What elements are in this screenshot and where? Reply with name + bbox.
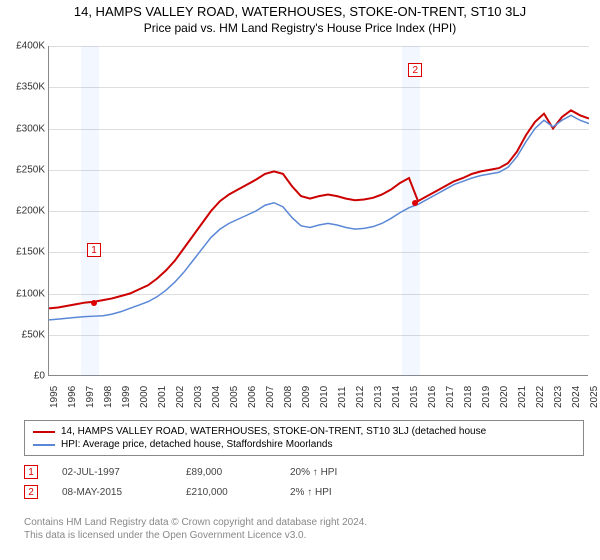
- x-tick-label: 2012: [355, 376, 366, 408]
- legend: 14, HAMPS VALLEY ROAD, WATERHOUSES, STOK…: [24, 420, 584, 456]
- x-tick-label: 1999: [121, 376, 132, 408]
- marker-badge: 1: [87, 243, 101, 257]
- y-tick-label: £300K: [1, 123, 45, 134]
- x-tick-label: 1996: [67, 376, 78, 408]
- x-tick-label: 2005: [229, 376, 240, 408]
- license-line: This data is licensed under the Open Gov…: [24, 529, 584, 542]
- transaction-table: 1 02-JUL-1997 £89,000 20% ↑ HPI 2 08-MAY…: [24, 462, 584, 502]
- x-tick-label: 2022: [535, 376, 546, 408]
- x-tick-label: 2024: [571, 376, 582, 408]
- legend-label: 14, HAMPS VALLEY ROAD, WATERHOUSES, STOK…: [61, 426, 486, 437]
- chart: £0£50K£100K£150K£200K£250K£300K£350K£400…: [48, 46, 588, 408]
- x-tick-label: 2017: [445, 376, 456, 408]
- x-tick-label: 2020: [499, 376, 510, 408]
- legend-label: HPI: Average price, detached house, Staf…: [61, 439, 332, 450]
- series-line: [49, 115, 589, 320]
- y-tick-label: £50K: [1, 329, 45, 340]
- y-tick-label: £250K: [1, 164, 45, 175]
- x-tick-label: 2013: [373, 376, 384, 408]
- transaction-dot: [412, 200, 418, 206]
- x-tick-label: 2011: [337, 376, 348, 408]
- y-tick-label: £350K: [1, 82, 45, 93]
- x-tick-label: 2023: [553, 376, 564, 408]
- transaction-date: 08-MAY-2015: [62, 487, 162, 498]
- license-line: Contains HM Land Registry data © Crown c…: [24, 516, 584, 529]
- transaction-dot: [91, 300, 97, 306]
- x-tick-label: 1998: [103, 376, 114, 408]
- marker-badge: 1: [24, 465, 38, 479]
- x-tick-label: 2002: [175, 376, 186, 408]
- legend-swatch: [33, 444, 55, 446]
- x-tick-label: 2025: [589, 376, 600, 408]
- x-tick-label: 1997: [85, 376, 96, 408]
- x-tick-label: 2001: [157, 376, 168, 408]
- y-tick-label: £400K: [1, 41, 45, 52]
- transaction-hpi: 2% ↑ HPI: [290, 487, 370, 498]
- transaction-hpi: 20% ↑ HPI: [290, 467, 370, 478]
- x-tick-label: 2021: [517, 376, 528, 408]
- y-tick-label: £200K: [1, 206, 45, 217]
- legend-swatch: [33, 431, 55, 433]
- line-series: [49, 46, 589, 376]
- x-tick-label: 2003: [193, 376, 204, 408]
- plot-area: £0£50K£100K£150K£200K£250K£300K£350K£400…: [48, 46, 588, 376]
- transaction-price: £89,000: [186, 467, 266, 478]
- marker-badge: 2: [408, 63, 422, 77]
- x-tick-label: 2018: [463, 376, 474, 408]
- x-tick-label: 2015: [409, 376, 420, 408]
- x-tick-label: 2009: [301, 376, 312, 408]
- x-tick-label: 2014: [391, 376, 402, 408]
- x-tick-label: 2006: [247, 376, 258, 408]
- x-tick-label: 2016: [427, 376, 438, 408]
- x-tick-label: 2007: [265, 376, 276, 408]
- x-tick-label: 2019: [481, 376, 492, 408]
- series-line: [49, 110, 589, 308]
- y-tick-label: £100K: [1, 288, 45, 299]
- chart-subtitle: Price paid vs. HM Land Registry's House …: [0, 21, 600, 35]
- x-tick-label: 2004: [211, 376, 222, 408]
- table-row: 1 02-JUL-1997 £89,000 20% ↑ HPI: [24, 462, 584, 482]
- y-tick-label: £150K: [1, 247, 45, 258]
- x-tick-label: 2010: [319, 376, 330, 408]
- table-row: 2 08-MAY-2015 £210,000 2% ↑ HPI: [24, 482, 584, 502]
- transaction-price: £210,000: [186, 487, 266, 498]
- license-text: Contains HM Land Registry data © Crown c…: [24, 516, 584, 542]
- legend-item: HPI: Average price, detached house, Staf…: [33, 438, 575, 451]
- transaction-date: 02-JUL-1997: [62, 467, 162, 478]
- y-tick-label: £0: [1, 371, 45, 382]
- x-tick-label: 2008: [283, 376, 294, 408]
- chart-title: 14, HAMPS VALLEY ROAD, WATERHOUSES, STOK…: [0, 4, 600, 19]
- marker-badge: 2: [24, 485, 38, 499]
- legend-item: 14, HAMPS VALLEY ROAD, WATERHOUSES, STOK…: [33, 425, 575, 438]
- x-tick-label: 1995: [49, 376, 60, 408]
- x-tick-label: 2000: [139, 376, 150, 408]
